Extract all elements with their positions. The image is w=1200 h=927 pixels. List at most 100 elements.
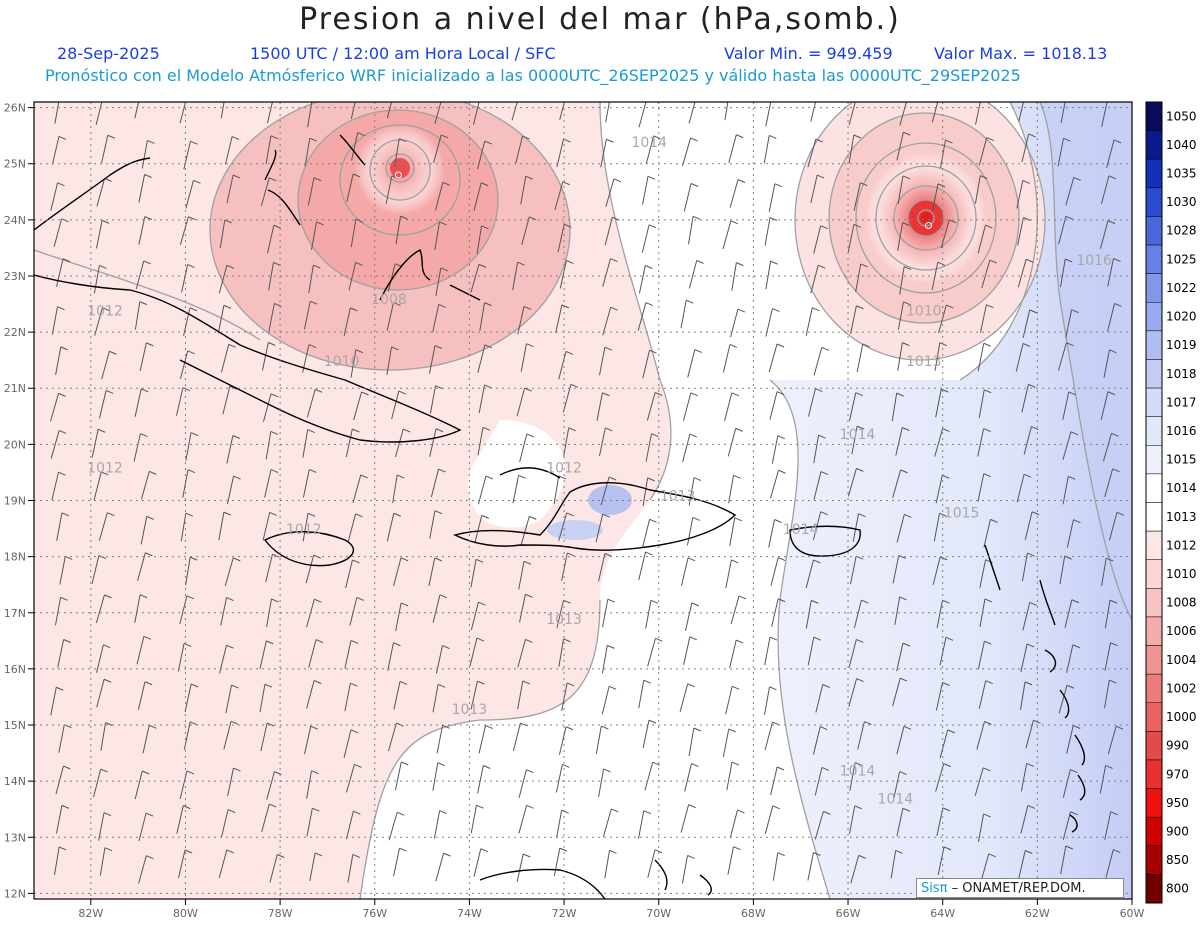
wind-barb-flag bbox=[820, 225, 828, 230]
wind-barb bbox=[91, 429, 99, 458]
wind-barb bbox=[432, 304, 440, 333]
wind-barb bbox=[1060, 258, 1066, 288]
wind-barb-flag bbox=[224, 219, 233, 224]
wind-barb bbox=[133, 433, 141, 462]
wind-barb bbox=[975, 102, 981, 125]
wind-barb-flag bbox=[769, 217, 778, 222]
wind-barb-flag bbox=[818, 94, 825, 97]
wind-barb-flag bbox=[692, 215, 701, 220]
colorbar-swatch bbox=[1145, 559, 1163, 589]
wind-barb-flag bbox=[649, 349, 657, 354]
wind-barb bbox=[268, 262, 274, 291]
wind-barb-flag bbox=[309, 137, 318, 142]
wind-barb bbox=[850, 855, 860, 884]
wind-barb-flag bbox=[223, 511, 232, 516]
lon-label: 80W bbox=[173, 907, 198, 920]
value-min: Valor Min. = 949.459 bbox=[724, 44, 893, 63]
wind-barb-flag bbox=[1070, 769, 1078, 774]
wind-barb bbox=[393, 847, 400, 877]
wind-barb bbox=[344, 640, 352, 669]
wind-barb-flag bbox=[57, 306, 65, 311]
wind-barb bbox=[134, 594, 141, 623]
wind-barb bbox=[978, 137, 988, 166]
wind-barb bbox=[764, 637, 771, 666]
wind-barb-flag bbox=[770, 260, 778, 265]
wind-barb bbox=[645, 600, 652, 629]
wind-barb bbox=[136, 636, 145, 665]
wind-barb-flag bbox=[1068, 475, 1076, 480]
wind-barb bbox=[553, 848, 561, 877]
wind-barb-flag bbox=[821, 766, 830, 771]
wind-barb-flag bbox=[1023, 217, 1031, 221]
wind-barb-flag bbox=[1031, 426, 1039, 431]
wind-barb-flag bbox=[477, 680, 485, 685]
wind-barb-flag bbox=[1114, 102, 1115, 103]
wind-barb bbox=[435, 852, 445, 882]
wind-barb bbox=[96, 178, 106, 207]
wind-barb bbox=[477, 475, 487, 505]
wind-barb bbox=[1020, 763, 1028, 792]
wind-barb bbox=[939, 729, 949, 758]
lat-label: 23N bbox=[4, 270, 26, 283]
wind-barb-flag bbox=[484, 140, 492, 145]
latitude-labels: 26N 25N 24N 23N 22N 21N 20N 19N 18N 17N 16N 15N 14N 1… bbox=[4, 102, 34, 900]
wind-barb bbox=[393, 681, 401, 710]
wind-barb-flag bbox=[103, 97, 110, 100]
wind-barb bbox=[896, 132, 904, 161]
wind-barb bbox=[177, 643, 185, 672]
wind-barb bbox=[976, 721, 986, 750]
wind-barb-flag bbox=[1115, 725, 1124, 730]
wind-barb bbox=[1016, 180, 1024, 209]
wind-barb-flag bbox=[145, 812, 154, 817]
wind-barb-flag bbox=[566, 260, 574, 265]
wind-barb-flag bbox=[526, 804, 534, 809]
wind-barb-flag bbox=[730, 220, 739, 225]
wind-barb-flag bbox=[189, 307, 198, 312]
wind-barb-flag bbox=[63, 639, 71, 643]
wind-barb-flag bbox=[558, 475, 566, 480]
wind-barb-flag bbox=[438, 468, 446, 473]
wind-barb bbox=[183, 141, 191, 170]
wind-barb bbox=[1105, 849, 1114, 878]
colorbar-label: 900 bbox=[1166, 824, 1189, 838]
wind-barb bbox=[851, 425, 858, 455]
wind-barb-flag bbox=[647, 477, 655, 482]
wind-barb bbox=[1017, 259, 1027, 288]
wind-barb-flag bbox=[566, 682, 575, 687]
wind-barb-flag bbox=[1026, 762, 1034, 767]
wind-barb bbox=[429, 510, 436, 539]
wind-barb-flag bbox=[774, 519, 782, 523]
colorbar-label: 1020 bbox=[1166, 310, 1197, 324]
wind-barb-flag bbox=[984, 389, 992, 394]
wind-barb-flag bbox=[186, 595, 195, 600]
wind-barb bbox=[939, 637, 947, 666]
wind-barb-flag bbox=[563, 138, 571, 143]
forecast-time: 1500 UTC / 12:00 am Hora Local / SFC bbox=[250, 44, 556, 63]
wind-barb bbox=[980, 853, 990, 882]
wind-barb-flag bbox=[393, 512, 401, 517]
colorbar-swatch bbox=[1145, 244, 1163, 274]
wind-barb bbox=[346, 173, 354, 203]
wind-barb-flag bbox=[315, 639, 324, 644]
wind-barb bbox=[637, 302, 647, 331]
wind-barb-flag bbox=[438, 303, 446, 308]
wind-barb-flag bbox=[903, 266, 912, 271]
wind-barb-flag bbox=[523, 560, 532, 565]
wind-barb bbox=[680, 804, 690, 833]
wind-barb bbox=[598, 768, 605, 797]
wind-barb-flag bbox=[98, 555, 107, 560]
colorbar-label: 1022 bbox=[1166, 281, 1197, 295]
wind-barb bbox=[724, 102, 729, 121]
wind-barb bbox=[386, 346, 392, 376]
wind-barb-flag bbox=[141, 90, 148, 93]
wind-barb bbox=[435, 182, 444, 211]
wind-barb bbox=[683, 636, 691, 665]
wind-barb-flag bbox=[352, 559, 360, 564]
wind-barb-flag bbox=[109, 350, 117, 355]
wind-barb-flag bbox=[232, 435, 241, 439]
wind-barb-flag bbox=[1113, 257, 1121, 262]
wind-barb bbox=[1102, 433, 1112, 462]
colorbar-swatch bbox=[1145, 616, 1163, 646]
wind-barb-flag bbox=[484, 302, 492, 307]
